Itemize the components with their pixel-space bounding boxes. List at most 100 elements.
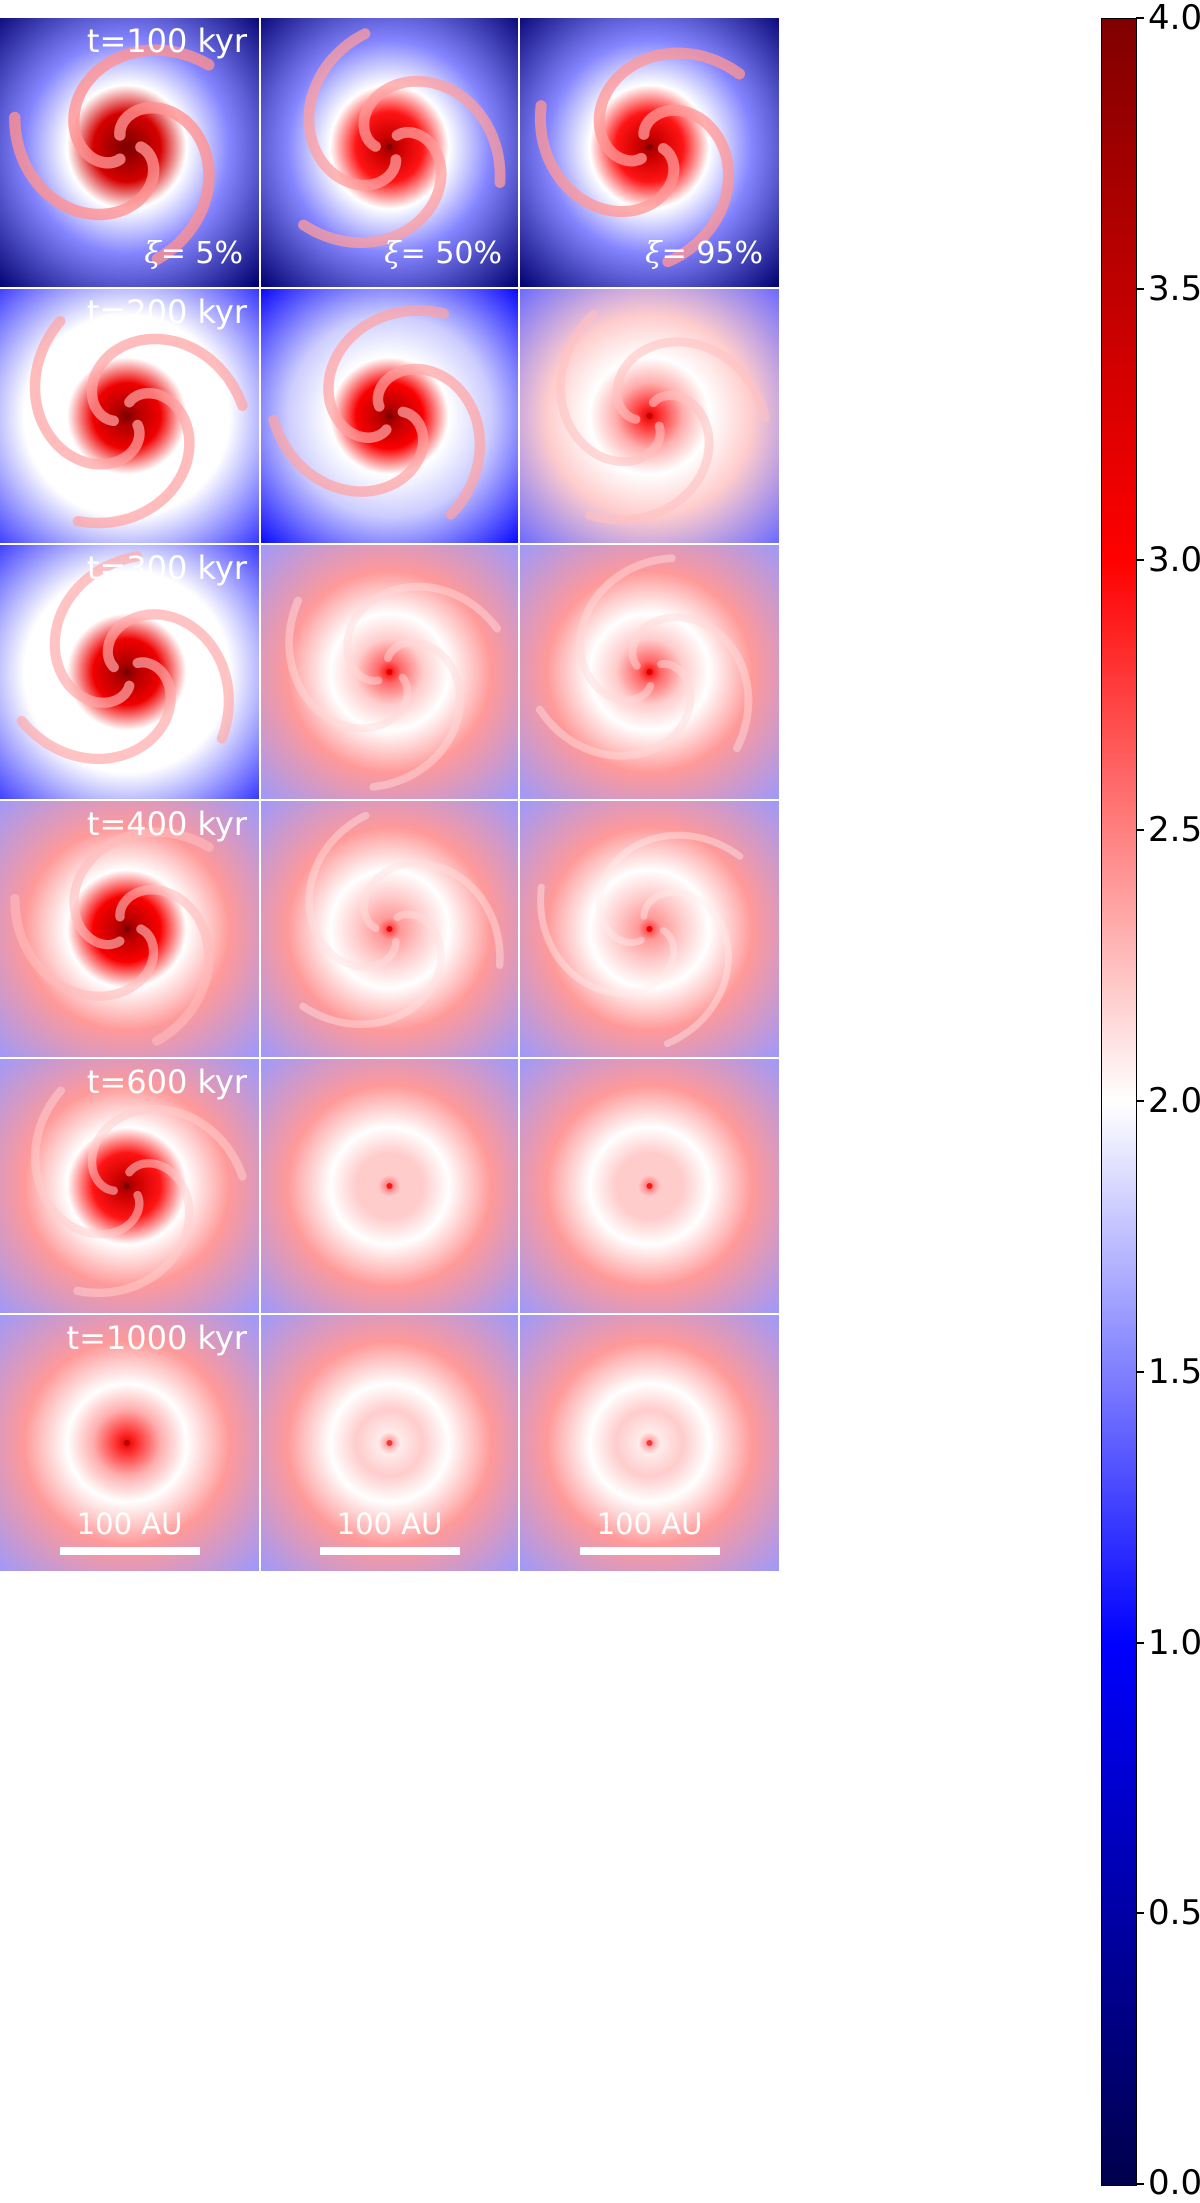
colorbar-tick-label: 4.0 bbox=[1148, 0, 1200, 38]
central-peak bbox=[123, 669, 130, 675]
scale-bar: 100 AU bbox=[520, 1507, 779, 1563]
spiral-arm bbox=[576, 554, 676, 705]
panel-r1-c1 bbox=[261, 289, 518, 543]
colorbar-tick bbox=[1136, 1370, 1144, 1373]
scale-bar: 100 AU bbox=[0, 1507, 259, 1563]
density-map-r1-c2 bbox=[520, 289, 779, 543]
central-peak bbox=[386, 413, 393, 419]
spiral-arm bbox=[299, 910, 445, 1029]
spiral-arm bbox=[73, 1159, 194, 1298]
colorbar-tick bbox=[1136, 2183, 1144, 2185]
spiral-arm bbox=[86, 333, 248, 427]
xi-label: ξ= 5% bbox=[144, 236, 243, 271]
spiral-arm bbox=[16, 657, 176, 764]
colorbar-tick-label: 0.5 bbox=[1148, 1893, 1200, 1934]
density-map-r2-c1 bbox=[261, 545, 518, 799]
scale-bar-line bbox=[579, 1547, 720, 1555]
spiral-arm bbox=[595, 831, 744, 947]
panel-r3-c2 bbox=[520, 801, 779, 1057]
spiral-arm bbox=[49, 551, 143, 708]
colorbar-tick bbox=[1136, 17, 1144, 19]
scale-bar-label: 100 AU bbox=[336, 1507, 443, 1541]
central-peak bbox=[123, 1183, 130, 1189]
spiral-arm bbox=[268, 406, 429, 497]
colorbar-tick-label: 0.0 bbox=[1148, 2163, 1200, 2203]
density-map-r3-c0 bbox=[0, 801, 259, 1057]
spiral-arm bbox=[114, 101, 215, 265]
scale-bar-line bbox=[59, 1547, 200, 1555]
density-map-r1-c1 bbox=[261, 289, 518, 543]
spiral-arm bbox=[556, 310, 665, 467]
panel-r0-c2: ξ= 95% bbox=[520, 18, 779, 287]
spiral-arm bbox=[30, 1086, 144, 1239]
colorbar-tick-label: 1.0 bbox=[1148, 1622, 1200, 1663]
density-map-r5-c0 bbox=[0, 1315, 259, 1571]
spiral-arm bbox=[343, 582, 501, 685]
time-label: t=300 kyr bbox=[86, 549, 247, 587]
disk-density-field bbox=[0, 18, 259, 287]
density-map-r1-c0 bbox=[0, 289, 259, 543]
panel-r2-c0: t=300 kyr bbox=[0, 545, 259, 799]
spiral-arm bbox=[303, 28, 402, 191]
density-map-r0-c0 bbox=[0, 18, 259, 287]
central-peak bbox=[386, 669, 393, 675]
density-map-r2-c0 bbox=[0, 545, 259, 799]
central-peak bbox=[386, 1183, 393, 1189]
density-map-r4-c1 bbox=[261, 1059, 518, 1313]
colorbar-tick bbox=[1136, 558, 1144, 561]
central-peak bbox=[646, 926, 653, 932]
central-peak bbox=[123, 926, 130, 932]
colorbar-tick bbox=[1136, 1100, 1144, 1102]
density-map-r0-c2 bbox=[520, 18, 779, 287]
colorbar-tick-label: 2.5 bbox=[1148, 810, 1200, 851]
central-peak bbox=[646, 413, 653, 419]
spiral-arm bbox=[69, 827, 214, 950]
panel-r0-c1: ξ= 50% bbox=[261, 18, 518, 287]
spiral-arm bbox=[585, 390, 714, 525]
density-map-r3-c2 bbox=[520, 801, 779, 1057]
spiral-arm bbox=[638, 104, 735, 268]
colorbar-tick-label: 1.5 bbox=[1148, 1351, 1200, 1392]
time-label: t=1000 kyr bbox=[66, 1319, 247, 1357]
scale-bar-label: 100 AU bbox=[76, 1507, 183, 1541]
density-map-r5-c1 bbox=[261, 1315, 518, 1571]
colorbar-tick-label: 2.0 bbox=[1148, 1081, 1200, 1121]
simulation-panel-grid: t=100 kyr ξ= 5% ξ= 50% ξ= 95% t=200 kyr t=300… bbox=[0, 18, 779, 1571]
spiral-arm bbox=[305, 811, 400, 971]
spiral-arm bbox=[628, 613, 753, 753]
central-peak bbox=[646, 669, 653, 675]
spiral-arm bbox=[68, 44, 215, 169]
central-peak bbox=[386, 144, 393, 151]
spiral-arm bbox=[10, 894, 159, 1001]
density-map-r2-c2 bbox=[520, 545, 779, 799]
panel-r3-c1 bbox=[261, 801, 518, 1057]
central-peak bbox=[646, 1440, 653, 1446]
central-peak bbox=[386, 926, 393, 932]
spiral-arm bbox=[115, 885, 214, 1046]
spiral-arm bbox=[612, 337, 770, 424]
density-map-r4-c0 bbox=[0, 1059, 259, 1313]
spiral-arm bbox=[534, 100, 680, 218]
colorbar-tick-label: 3.5 bbox=[1148, 268, 1200, 309]
central-peak bbox=[646, 1183, 653, 1189]
panel-r0-c0: t=100 kyr ξ= 5% bbox=[0, 18, 259, 287]
panel-r4-c2 bbox=[520, 1059, 779, 1313]
spiral-arm bbox=[535, 660, 695, 760]
spiral-arm bbox=[9, 111, 160, 221]
time-label: t=100 kyr bbox=[86, 22, 247, 60]
colorbar-tick bbox=[1136, 829, 1144, 832]
panel-r2-c1 bbox=[261, 545, 518, 799]
panel-r1-c0: t=200 kyr bbox=[0, 289, 259, 543]
spiral-arm bbox=[102, 609, 234, 744]
panel-r2-c2 bbox=[520, 545, 779, 799]
panel-r5-c2: 100 AU bbox=[520, 1315, 779, 1571]
xi-label: ξ= 50% bbox=[384, 236, 502, 271]
time-label: t=400 kyr bbox=[86, 805, 247, 843]
central-peak bbox=[123, 413, 130, 419]
colorbar bbox=[1101, 18, 1137, 2186]
spiral-arm bbox=[360, 859, 504, 969]
spiral-arm bbox=[285, 596, 412, 733]
spiral-arm bbox=[358, 75, 506, 188]
panel-r5-c0: t=1000 kyr 100 AU bbox=[0, 1315, 259, 1571]
colorbar-tick bbox=[1136, 1641, 1144, 1644]
